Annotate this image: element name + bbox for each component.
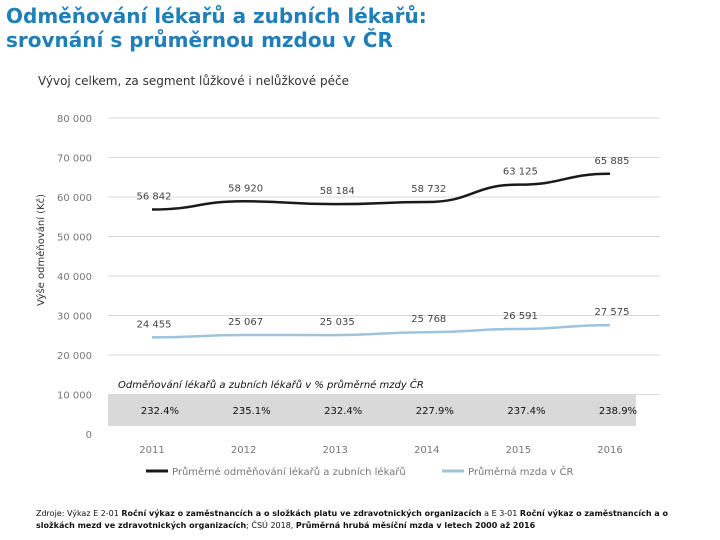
source-title-2: Roční výkaz o zaměstnancích a o složkách… — [36, 509, 668, 530]
y-tick-label: 40 000 — [57, 272, 92, 283]
average-wage-line — [151, 323, 611, 339]
data-label: 58 184 — [320, 186, 355, 197]
x-tick-label: 2012 — [231, 445, 256, 456]
data-label: 24 455 — [137, 319, 172, 330]
source-text-2: a E 3-01 — [481, 509, 520, 518]
ratio-value: 238.9% — [599, 406, 637, 417]
data-label: 58 732 — [411, 184, 446, 195]
ratio-value: 227.9% — [416, 406, 454, 417]
ratio-value: 237.4% — [507, 406, 545, 417]
doctors-pay-line — [151, 172, 611, 211]
x-tick-label: 2013 — [322, 445, 347, 456]
title-line-1: Odměňování lékařů a zubních lékařů: — [6, 4, 427, 28]
data-label: 25 035 — [320, 317, 355, 328]
data-label: 25 768 — [411, 314, 446, 325]
y-axis-label: Výše odměňování (Kč) — [35, 194, 47, 306]
y-tick-label: 80 000 — [57, 114, 92, 125]
data-label: 56 842 — [137, 191, 172, 202]
line-chart: 0 10 000 20 000 30 000 40 000 50 000 60 000 70 … — [35, 114, 660, 478]
y-tick-label: 10 000 — [57, 391, 92, 402]
source-text-3: ; ČSÚ 2018, — [246, 521, 296, 530]
source-note: Zdroje: Výkaz E 2-01 Roční výkaz o zaměs… — [36, 508, 686, 532]
ratio-band — [108, 394, 636, 426]
page-title: Odměňování lékařů a zubních lékařů: srov… — [6, 4, 706, 52]
ratio-value: 235.1% — [233, 406, 271, 417]
data-label: 25 067 — [228, 317, 263, 328]
source-title-1: Roční výkaz o zaměstnancích a o složkách… — [121, 509, 482, 518]
y-tick-label: 50 000 — [57, 233, 92, 244]
x-tick-label: 2016 — [597, 445, 622, 456]
data-label: 26 591 — [503, 311, 538, 322]
data-label: 27 575 — [595, 307, 630, 318]
ratio-value: 232.4% — [324, 406, 362, 417]
legend-label-wage: Průměrná mzda v ČR — [468, 465, 574, 478]
ratio-value: 232.4% — [141, 406, 179, 417]
y-tick-label: 30 000 — [57, 312, 92, 323]
title-line-2: srovnání s průměrnou mzdou v ČR — [6, 28, 393, 52]
y-tick-label: 70 000 — [57, 154, 92, 165]
ratio-title: Odměňování lékařů a zubních lékařů v % p… — [118, 378, 424, 391]
x-tick-label: 2015 — [506, 445, 531, 456]
x-tick-label: 2014 — [414, 445, 439, 456]
chart-subtitle: Vývoj celkem, za segment lůžkové i nelůž… — [38, 74, 349, 88]
data-label: 58 920 — [228, 183, 263, 194]
data-label: 63 125 — [503, 167, 538, 178]
source-title-3: Průměrná hrubá měsíční mzda v letech 200… — [295, 521, 536, 530]
source-text-1: Zdroje: Výkaz E 2-01 — [36, 509, 122, 518]
data-label: 65 885 — [595, 156, 630, 167]
y-tick-label: 20 000 — [57, 351, 92, 362]
legend-label-doctors: Průměrné odměňování lékařů a zubních lék… — [172, 466, 406, 478]
x-tick-label: 2011 — [139, 445, 164, 456]
y-tick-label: 60 000 — [57, 193, 92, 204]
y-tick-label: 0 — [86, 430, 92, 441]
